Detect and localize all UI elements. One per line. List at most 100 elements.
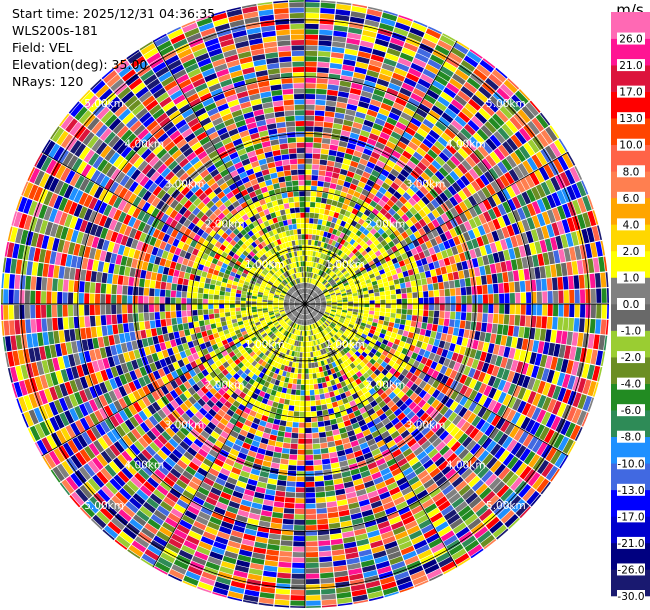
velocity-cell [476, 64, 491, 77]
velocity-cell [401, 309, 407, 315]
velocity-cell [427, 376, 436, 386]
velocity-cell [451, 246, 459, 256]
velocity-cell [491, 69, 507, 83]
velocity-cell [310, 305, 315, 308]
velocity-cell [305, 293, 308, 299]
velocity-cell [317, 314, 322, 319]
velocity-cell [379, 22, 394, 32]
velocity-cell [314, 296, 320, 300]
velocity-cell [472, 304, 478, 313]
velocity-cell [439, 405, 449, 416]
velocity-cell [305, 7, 320, 13]
velocity-cell [419, 123, 431, 134]
velocity-cell [345, 274, 352, 280]
velocity-cell [311, 284, 315, 290]
velocity-cell [484, 424, 495, 437]
velocity-cell [578, 318, 585, 333]
velocity-cell [344, 272, 350, 278]
velocity-cell [393, 126, 404, 136]
velocity-cell [369, 200, 378, 208]
velocity-cell [326, 299, 332, 302]
velocity-cell [380, 239, 388, 247]
velocity-cell [305, 282, 308, 288]
velocity-cell [318, 312, 323, 317]
velocity-cell [516, 193, 527, 207]
velocity-cell [351, 314, 358, 318]
velocity-cell [334, 254, 340, 261]
velocity-cell [480, 421, 491, 434]
velocity-cell [317, 421, 325, 427]
velocity-cell [364, 300, 370, 304]
velocity-cell [369, 235, 377, 243]
velocity-cell [425, 114, 438, 125]
velocity-cell [390, 294, 397, 300]
velocity-cell [427, 316, 434, 324]
velocity-cell [149, 320, 156, 329]
velocity-cell [347, 326, 353, 331]
velocity-cell [521, 105, 535, 120]
velocity-cell [454, 94, 467, 107]
velocity-cell [317, 518, 329, 525]
velocity-cell [305, 390, 310, 396]
velocity-cell [511, 336, 518, 349]
velocity-cell [336, 3, 352, 11]
velocity-cell [315, 274, 320, 280]
velocity-cell [368, 133, 379, 141]
velocity-cell [345, 317, 351, 322]
velocity-cell [448, 343, 456, 352]
velocity-cell [325, 320, 330, 326]
velocity-cell [421, 342, 428, 350]
velocity-cell [576, 181, 587, 197]
velocity-cell [333, 318, 339, 323]
velocity-cell [393, 177, 403, 187]
velocity-cell [401, 376, 410, 385]
velocity-cell [342, 301, 348, 304]
velocity-cell [328, 288, 334, 292]
velocity-cell [357, 163, 366, 171]
velocity-cell [392, 327, 399, 334]
velocity-cell [300, 401, 305, 407]
velocity-cell [566, 406, 577, 422]
velocity-cell [309, 212, 315, 219]
velocity-cell [472, 165, 484, 177]
velocity-cell [332, 228, 338, 235]
velocity-cell [326, 165, 334, 172]
velocity-cell [313, 454, 322, 460]
velocity-cell [355, 230, 363, 237]
velocity-cell [316, 257, 320, 263]
velocity-cell [508, 248, 516, 260]
velocity-cell [431, 370, 440, 379]
velocity-cell [390, 77, 403, 87]
velocity-cell [480, 124, 493, 138]
velocity-cell [317, 181, 324, 187]
velocity-cell [351, 248, 358, 255]
velocity-cell [356, 106, 368, 114]
velocity-cell [511, 459, 523, 473]
velocity-cell [418, 380, 427, 389]
velocity-cell [463, 81, 478, 94]
velocity-cell [457, 64, 472, 77]
velocity-cell [509, 304, 515, 315]
velocity-cell [466, 312, 472, 321]
velocity-cell [305, 94, 316, 100]
velocity-cell [369, 304, 375, 308]
velocity-cell [507, 198, 517, 212]
velocity-cell [318, 213, 324, 220]
velocity-cell [532, 379, 541, 392]
velocity-cell [317, 56, 330, 63]
velocity-cell [321, 304, 327, 307]
velocity-cell [331, 321, 337, 326]
velocity-cell [495, 109, 509, 123]
velocity-cell [335, 262, 341, 268]
velocity-cell [359, 176, 369, 184]
velocity-cell [366, 204, 375, 213]
velocity-cell [363, 148, 373, 156]
velocity-cell [348, 304, 354, 307]
velocity-cell [337, 91, 350, 98]
velocity-cell [503, 102, 517, 116]
velocity-cell [541, 196, 552, 211]
velocity-cell [571, 332, 579, 346]
velocity-cell [523, 327, 530, 339]
velocity-cell [300, 395, 305, 401]
velocity-cell [497, 144, 510, 158]
